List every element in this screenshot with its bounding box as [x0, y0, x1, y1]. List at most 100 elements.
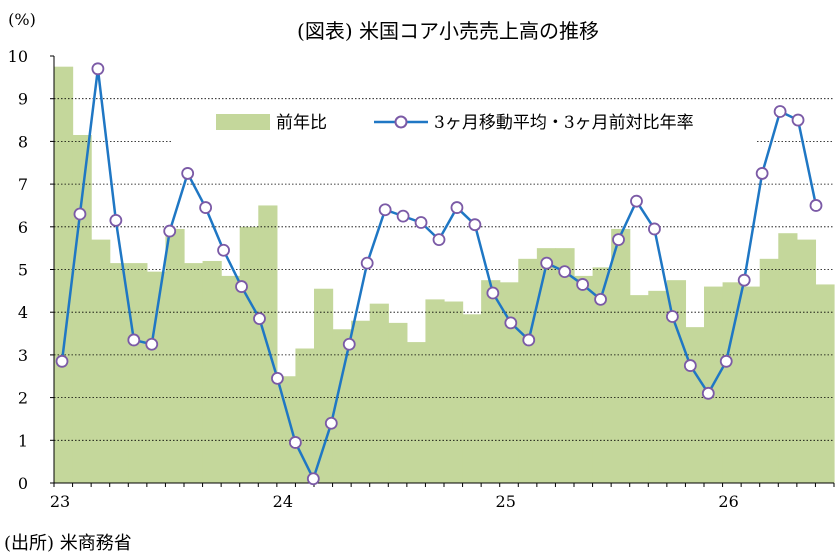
bar: [518, 258, 538, 483]
y-tick-labels: 0 1 2 3 4 5 6 7 8 9 10: [8, 47, 28, 493]
line-point: [55, 354, 69, 368]
bar: [184, 263, 204, 483]
line-point: [217, 243, 230, 257]
line-point: [594, 292, 607, 306]
bar: [72, 134, 92, 484]
line-point: [145, 337, 159, 351]
bar: [146, 271, 167, 483]
bar: [462, 314, 482, 483]
bar: [54, 66, 74, 484]
chart-title: (図表) 米国コア小売売上高の推移: [297, 19, 599, 43]
bar: [332, 329, 352, 483]
bar: [202, 260, 222, 483]
line-point: [468, 218, 482, 232]
bar: [555, 248, 575, 483]
line-point: [73, 207, 87, 221]
line-point: [306, 472, 320, 486]
y-tick-label: 8: [18, 132, 28, 151]
line-point: [612, 233, 625, 247]
y-tick-label: 4: [18, 303, 28, 322]
line-point: [342, 337, 356, 351]
line-point: [432, 233, 446, 247]
bar: [778, 233, 798, 483]
bar: [406, 342, 427, 483]
line-point: [91, 62, 105, 76]
line-point: [755, 167, 769, 180]
y-tick-label: 0: [18, 474, 28, 493]
bar: [481, 280, 501, 483]
x-tick-label: 24: [273, 492, 293, 511]
line-point: [414, 216, 428, 229]
bar: [165, 228, 185, 483]
x-tick-labels: 23 24 25 26: [50, 492, 739, 511]
bar: [276, 376, 297, 483]
bar: [611, 228, 631, 483]
bar: [592, 267, 612, 483]
line-point: [486, 286, 500, 300]
line-point: [378, 203, 392, 217]
y-tick-label: 9: [18, 90, 28, 109]
bar: [128, 263, 148, 483]
bar: [574, 275, 594, 483]
line-point: [181, 167, 195, 180]
line-point: [791, 113, 805, 127]
line-point: [235, 280, 248, 293]
bar: [109, 263, 129, 483]
line-point: [253, 312, 266, 326]
line-point: [109, 213, 123, 227]
line-point: [683, 359, 697, 372]
y-tick-label: 1: [18, 431, 28, 450]
line-point: [773, 105, 787, 118]
bar: [629, 295, 649, 483]
line-point: [719, 354, 733, 368]
line-point: [396, 209, 410, 223]
x-tick-label: 26: [718, 492, 738, 511]
legend-swatch-yoy: [216, 114, 270, 130]
bar: [91, 239, 111, 483]
y-tick-label: 3: [18, 346, 28, 365]
line-point: [199, 201, 213, 214]
line-series-3m-annualized: [55, 62, 823, 486]
bar: [425, 299, 445, 483]
bar: [648, 290, 668, 483]
line-point: [701, 386, 715, 400]
line-point: [648, 222, 661, 236]
line-point: [630, 194, 643, 208]
bar: [295, 348, 315, 483]
legend-label-3m: 3ヶ月移動平均・3ヶ月前対比年率: [434, 113, 694, 133]
line-point: [288, 436, 302, 449]
line-point: [558, 265, 572, 279]
y-axis-unit: (%): [8, 10, 36, 29]
legend-label-yoy: 前年比: [276, 113, 327, 133]
line-point: [737, 273, 751, 287]
source-note: (出所) 米商務省: [4, 533, 132, 554]
bar: [369, 303, 389, 483]
gridlines: [54, 98, 834, 441]
line-point: [127, 333, 141, 347]
bar: [722, 282, 742, 483]
line-point: [324, 416, 338, 430]
y-tick-label: 5: [18, 261, 28, 280]
x-tick-label: 25: [496, 492, 516, 511]
y-tick-label: 7: [18, 175, 28, 194]
bar: [499, 282, 519, 483]
bar: [351, 320, 371, 483]
bar: [796, 239, 817, 483]
y-tick-label: 10: [8, 47, 28, 66]
x-tick-label: 23: [50, 492, 70, 511]
bar: [759, 258, 779, 483]
bar-series-yoy: [54, 66, 835, 484]
bar: [536, 248, 557, 483]
bar: [666, 280, 687, 483]
line-point: [540, 256, 554, 270]
bar: [314, 288, 334, 483]
bar: [221, 275, 241, 483]
bar: [388, 322, 408, 484]
line-point: [360, 256, 374, 270]
line-point: [522, 333, 536, 347]
bar: [444, 301, 464, 483]
line-point: [809, 199, 823, 212]
line-point: [163, 224, 177, 238]
line-point: [450, 201, 464, 214]
